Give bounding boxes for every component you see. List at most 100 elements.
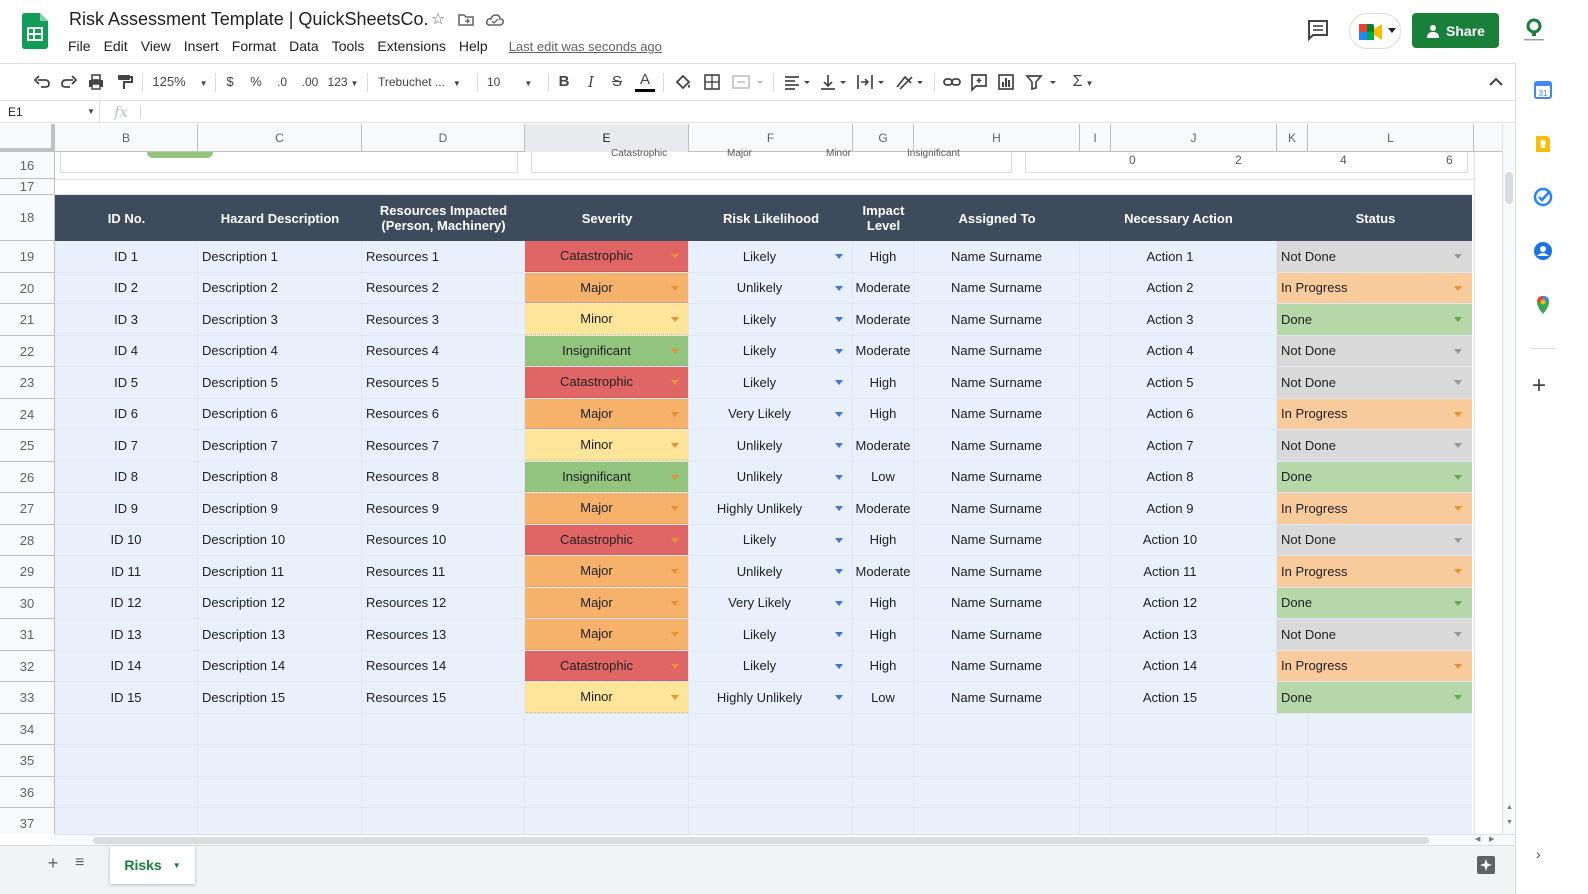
column-header-h[interactable]: H xyxy=(914,124,1080,152)
row-header-37[interactable]: 37 xyxy=(0,808,55,834)
all-sheets-icon[interactable]: ≡ xyxy=(75,854,85,871)
severity-dropdown[interactable]: Catastrophic xyxy=(525,367,688,398)
cell-necessary-action[interactable]: Action 12 xyxy=(1080,588,1276,619)
row-header-30[interactable]: 30 xyxy=(0,587,55,619)
print-icon[interactable] xyxy=(86,72,106,92)
cell-hazard-description[interactable]: Description 1 xyxy=(198,241,361,272)
column-header-j[interactable]: J xyxy=(1111,124,1277,152)
cell-resources[interactable]: Resources 8 xyxy=(362,462,524,493)
select-all-corner[interactable] xyxy=(0,124,55,152)
text-rotation-icon[interactable] xyxy=(894,72,928,92)
undo-icon[interactable] xyxy=(32,72,52,92)
row-header-24[interactable]: 24 xyxy=(0,398,55,430)
format-percent-button[interactable]: % xyxy=(250,74,262,89)
cell-hazard-description[interactable]: Description 5 xyxy=(198,367,361,398)
cell-impact-level[interactable]: High xyxy=(853,399,913,430)
row-header-18[interactable]: 18 xyxy=(0,195,55,241)
cell-resources[interactable]: Resources 2 xyxy=(362,273,524,304)
horizontal-align-icon[interactable] xyxy=(782,72,812,92)
cell-assigned-to[interactable]: Name Surname xyxy=(914,304,1079,335)
column-header-g[interactable]: G xyxy=(853,124,914,152)
severity-dropdown[interactable]: Major xyxy=(525,398,688,429)
severity-dropdown[interactable]: Major xyxy=(525,587,688,618)
cell-resources[interactable]: Resources 9 xyxy=(362,493,524,524)
vertical-align-icon[interactable] xyxy=(818,72,848,92)
horizontal-scrollbar[interactable]: ◀ ▶ xyxy=(55,834,1515,845)
cell-necessary-action[interactable]: Action 10 xyxy=(1080,525,1276,556)
status-dropdown[interactable]: Not Done xyxy=(1277,430,1472,461)
cell-impact-level[interactable]: High xyxy=(853,367,913,398)
cell-resources[interactable]: Resources 12 xyxy=(362,588,524,619)
likelihood-dropdown[interactable]: Likely xyxy=(689,651,852,682)
strikethrough-button[interactable]: S xyxy=(611,73,622,90)
share-button[interactable]: Share xyxy=(1412,13,1499,48)
status-dropdown[interactable]: Done xyxy=(1277,304,1472,335)
row-header-31[interactable]: 31 xyxy=(0,619,55,651)
menu-edit[interactable]: Edit xyxy=(103,38,128,54)
column-header-i[interactable]: I xyxy=(1080,124,1111,152)
cell-hazard-description[interactable]: Description 13 xyxy=(198,619,361,650)
hide-side-panel-icon[interactable]: › xyxy=(1536,846,1541,862)
severity-dropdown[interactable]: Major xyxy=(525,493,688,524)
cell-necessary-action[interactable]: Action 15 xyxy=(1080,682,1276,713)
zoom-select[interactable]: 125% ▼ xyxy=(152,74,208,89)
column-header-b[interactable]: B xyxy=(55,124,198,152)
cell-resources[interactable]: Resources 10 xyxy=(362,525,524,556)
keep-icon[interactable] xyxy=(1533,134,1553,154)
cell-impact-level[interactable]: High xyxy=(853,651,913,682)
cell-assigned-to[interactable]: Name Surname xyxy=(914,399,1079,430)
meet-button[interactable] xyxy=(1349,13,1401,49)
contacts-icon[interactable] xyxy=(1533,241,1553,261)
cell-id[interactable]: ID 9 xyxy=(55,493,197,524)
cell-hazard-description[interactable]: Description 10 xyxy=(198,525,361,556)
cell-assigned-to[interactable]: Name Surname xyxy=(914,619,1079,650)
row-header-17[interactable]: 17 xyxy=(0,179,55,195)
more-formats-select[interactable]: 123 ▼ xyxy=(327,75,359,89)
row-header-25[interactable]: 25 xyxy=(0,430,55,462)
cell-resources[interactable]: Resources 1 xyxy=(362,241,524,272)
cell-assigned-to[interactable]: Name Surname xyxy=(914,493,1079,524)
cell-impact-level[interactable]: Moderate xyxy=(853,430,913,461)
likelihood-dropdown[interactable]: Likely xyxy=(689,525,852,556)
menu-format[interactable]: Format xyxy=(231,38,277,54)
cell-impact-level[interactable]: Moderate xyxy=(853,493,913,524)
cell-assigned-to[interactable]: Name Surname xyxy=(914,367,1079,398)
font-size-select[interactable]: 10 ▼ xyxy=(487,75,533,89)
row-header-26[interactable]: 26 xyxy=(0,461,55,493)
italic-button[interactable]: I xyxy=(588,73,594,91)
status-dropdown[interactable]: Done xyxy=(1277,461,1472,492)
cell-id[interactable]: ID 2 xyxy=(55,273,197,304)
borders-icon[interactable] xyxy=(702,72,722,92)
insert-chart-icon[interactable] xyxy=(996,72,1016,92)
menu-help[interactable]: Help xyxy=(458,38,488,54)
collapse-toolbar-icon[interactable] xyxy=(1487,72,1505,92)
menu-insert[interactable]: Insert xyxy=(183,38,219,54)
tasks-icon[interactable] xyxy=(1533,187,1553,207)
cell-hazard-description[interactable]: Description 12 xyxy=(198,588,361,619)
cell-assigned-to[interactable]: Name Surname xyxy=(914,682,1079,713)
filter-icon[interactable] xyxy=(1024,72,1060,92)
cell-id[interactable]: ID 14 xyxy=(55,651,197,682)
bold-button[interactable]: B xyxy=(558,73,570,90)
likelihood-dropdown[interactable]: Unlikely xyxy=(689,273,852,304)
likelihood-dropdown[interactable]: Highly Unlikely xyxy=(689,493,852,524)
cell-impact-level[interactable]: High xyxy=(853,588,913,619)
cell-resources[interactable]: Resources 13 xyxy=(362,619,524,650)
cell-hazard-description[interactable]: Description 3 xyxy=(198,304,361,335)
cell-id[interactable]: ID 11 xyxy=(55,556,197,587)
severity-dropdown[interactable]: Major xyxy=(525,556,688,587)
cell-assigned-to[interactable]: Name Surname xyxy=(914,525,1079,556)
sheet-tab-risks[interactable]: Risks ▼ xyxy=(110,846,195,884)
cloud-status-icon[interactable] xyxy=(485,10,505,30)
cell-id[interactable]: ID 12 xyxy=(55,588,197,619)
cell-assigned-to[interactable]: Name Surname xyxy=(914,241,1079,272)
cell-resources[interactable]: Resources 6 xyxy=(362,399,524,430)
menu-extensions[interactable]: Extensions xyxy=(377,38,446,54)
severity-dropdown[interactable]: Minor xyxy=(525,304,688,335)
cell-id[interactable]: ID 6 xyxy=(55,399,197,430)
row-header-29[interactable]: 29 xyxy=(0,556,55,588)
cell-resources[interactable]: Resources 4 xyxy=(362,336,524,367)
row-header-34[interactable]: 34 xyxy=(0,713,55,745)
cell-assigned-to[interactable]: Name Surname xyxy=(914,273,1079,304)
cell-id[interactable]: ID 8 xyxy=(55,462,197,493)
